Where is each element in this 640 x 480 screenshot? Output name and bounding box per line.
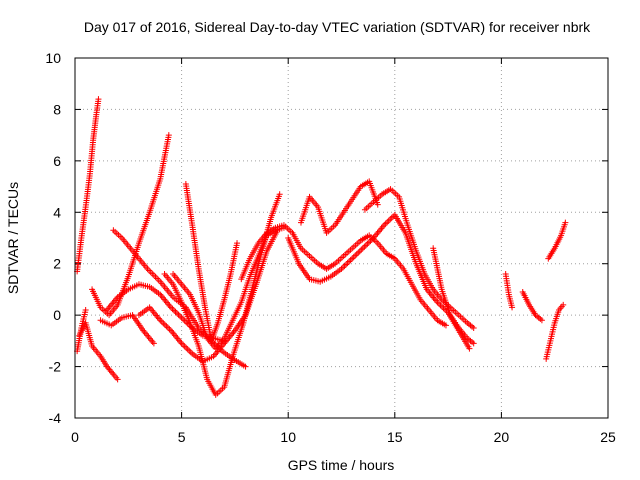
y-tick-label: -2 — [49, 359, 62, 375]
data-point — [509, 304, 516, 311]
data-point — [276, 191, 283, 198]
y-tick-label: 4 — [53, 204, 61, 220]
axis-ticks: 0 5 10 15 20 25 -4 -2 0 2 4 6 8 10 — [45, 50, 616, 445]
series-arc-17 — [502, 271, 516, 311]
y-tick-label: 0 — [53, 307, 61, 323]
x-tick-label: 5 — [178, 429, 186, 445]
x-tick-label: 20 — [494, 429, 510, 445]
data-point — [95, 96, 102, 103]
grid — [75, 58, 608, 418]
data-point — [374, 201, 381, 208]
series-arc-01 — [74, 96, 102, 275]
data-point — [82, 307, 89, 313]
x-tick-label: 15 — [387, 429, 403, 445]
plot-frame — [74, 57, 609, 419]
y-tick-label: 10 — [45, 50, 61, 66]
series-arc-16 — [430, 245, 477, 347]
data-point — [242, 363, 249, 370]
data-point — [150, 340, 157, 347]
x-tick-label: 25 — [600, 429, 616, 445]
x-tick-label: 0 — [71, 429, 79, 445]
data-point — [470, 340, 477, 347]
y-tick-label: -4 — [49, 410, 62, 426]
data-point — [470, 325, 477, 331]
data-point — [165, 132, 172, 139]
data-point — [442, 322, 449, 329]
data-point — [234, 240, 241, 247]
data-point — [560, 301, 567, 308]
series-arc-15 — [361, 186, 477, 331]
series-arc-13 — [285, 211, 473, 352]
series-arc-19 — [543, 301, 567, 362]
series-arc-03 — [74, 307, 89, 355]
y-tick-label: 8 — [53, 101, 61, 117]
series-arc-14 — [297, 178, 381, 236]
x-tick-label: 10 — [280, 429, 296, 445]
series-arc-11 — [170, 224, 287, 352]
series-arc-20 — [545, 219, 569, 262]
series-arc-09 — [135, 227, 281, 365]
x-axis-label: GPS time / hours — [288, 457, 395, 473]
y-tick-label: 6 — [53, 153, 61, 169]
y-axis-label: SDTVAR / TECUs — [5, 182, 21, 294]
data-point — [114, 376, 121, 383]
data-points — [74, 96, 569, 398]
data-point — [538, 317, 545, 324]
series-arc-18 — [519, 289, 545, 324]
series-arc-12 — [238, 222, 449, 329]
y-tick-label: 2 — [53, 256, 61, 272]
data-point — [562, 219, 569, 226]
chart-title: Day 017 of 2016, Sidereal Day-to-day VTE… — [84, 19, 591, 35]
data-point — [466, 345, 473, 352]
series-arc-05 — [97, 312, 157, 347]
